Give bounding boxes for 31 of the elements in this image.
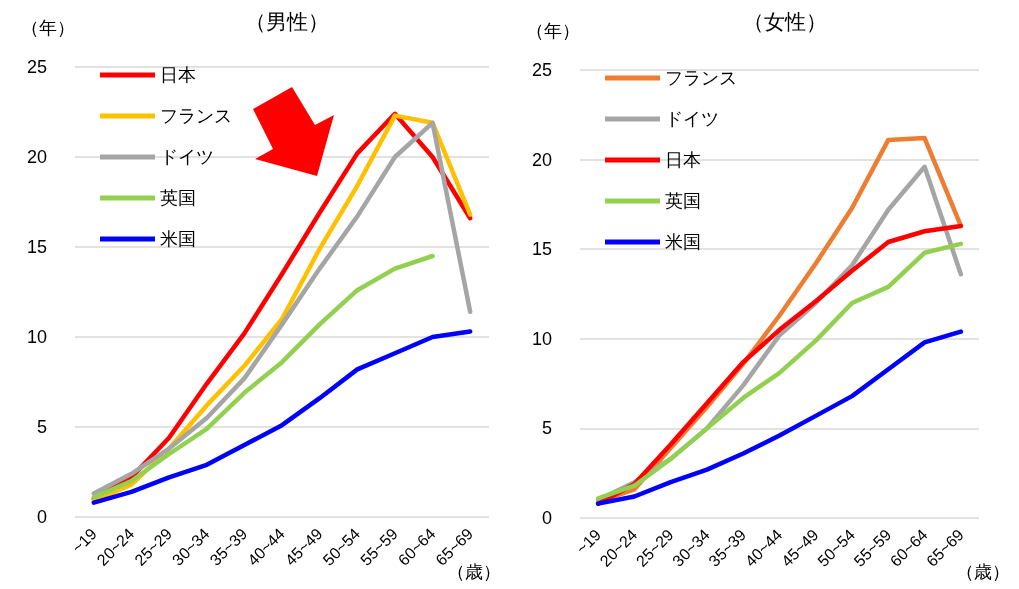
y-tick-label: 0 (541, 508, 552, 528)
chart-title: （女性） (742, 10, 827, 33)
legend-label: 英国 (665, 191, 701, 211)
y-axis-title: （年） (526, 21, 580, 41)
line-series (595, 329, 964, 506)
legend-label: 英国 (160, 188, 196, 208)
legend-label: 日本 (160, 65, 196, 85)
legend-label: ドイツ (160, 147, 214, 167)
line-series (91, 253, 435, 500)
y-tick-label: 20 (531, 149, 552, 170)
chart-title: （男性） (245, 10, 329, 33)
legend-label: ドイツ (665, 109, 719, 129)
legend-label: 日本 (665, 150, 701, 170)
y-tick-label: 5 (36, 417, 47, 437)
legend-label: フランス (665, 68, 737, 88)
y-tick-label: 15 (531, 239, 552, 260)
legend-label: 米国 (160, 229, 196, 249)
y-tick-label: 20 (26, 147, 47, 167)
y-tick-label: 15 (26, 237, 47, 257)
legend-label: 米国 (665, 232, 701, 252)
y-tick-label: 10 (531, 328, 552, 349)
y-tick-label: 25 (26, 57, 47, 77)
x-axis-title: （歳） (956, 562, 1010, 582)
legend-label: フランス (160, 106, 232, 126)
y-axis-title: （年） (21, 18, 75, 38)
line-series (91, 329, 473, 505)
x-axis-title: （歳） (447, 562, 501, 582)
y-tick-label: 0 (36, 507, 47, 527)
y-tick-label: 10 (26, 327, 47, 347)
y-tick-label: 25 (531, 60, 552, 80)
y-tick-label: 5 (541, 418, 552, 439)
